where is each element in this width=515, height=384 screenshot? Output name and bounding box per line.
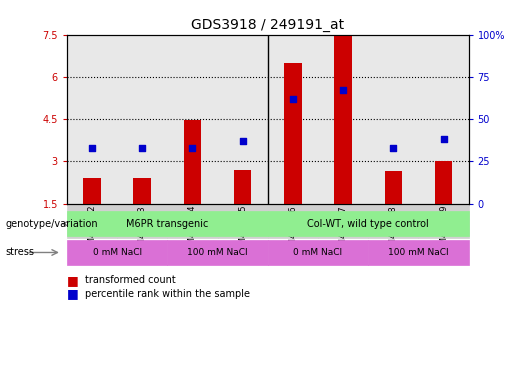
Point [88,145,96,151]
Point [238,138,247,144]
Bar [234,170,251,204]
Text: stress: stress [5,247,34,258]
Text: M6PR transgenic: M6PR transgenic [126,218,209,229]
Text: 100 mM NaCl: 100 mM NaCl [187,248,248,257]
Point [339,87,347,93]
Bar [284,63,302,204]
Point [389,145,398,151]
Text: ■: ■ [67,287,79,300]
Text: percentile rank within the sample: percentile rank within the sample [85,289,250,299]
Text: 0 mM NaCl: 0 mM NaCl [93,248,142,257]
Bar [435,161,452,204]
Text: genotype/variation: genotype/variation [5,218,98,229]
Bar [133,178,151,204]
Title: GDS3918 / 249191_at: GDS3918 / 249191_at [191,18,345,32]
Point [138,145,146,151]
Text: transformed count: transformed count [85,275,176,285]
Point [439,136,448,142]
Text: 0 mM NaCl: 0 mM NaCl [294,248,342,257]
Bar [385,171,402,204]
Text: ■: ■ [67,274,79,287]
Text: Col-WT, wild type control: Col-WT, wild type control [307,218,429,229]
Point [188,145,197,151]
Bar [83,178,101,204]
Bar [184,121,201,204]
Bar [334,36,352,204]
Text: 100 mM NaCl: 100 mM NaCl [388,248,449,257]
Point [289,96,297,102]
